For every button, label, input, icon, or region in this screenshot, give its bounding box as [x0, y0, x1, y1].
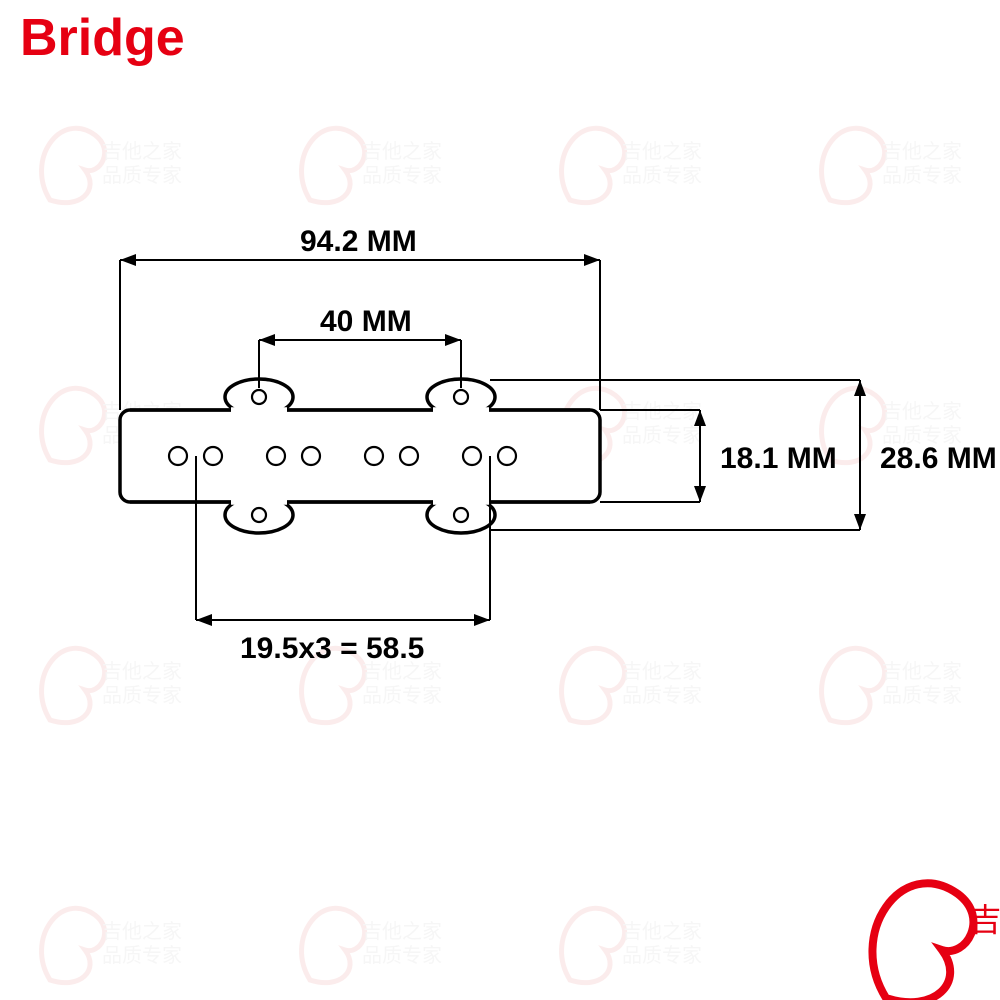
svg-text:品质专家: 品质专家 — [622, 944, 702, 967]
dim-tab-spacing: 40 MM — [320, 305, 412, 339]
dim-overall-width: 94.2 MM — [300, 225, 417, 259]
svg-text:吉他之家: 吉他之家 — [882, 140, 962, 163]
svg-text:吉他之家: 吉他之家 — [622, 660, 702, 683]
svg-text:品质专家: 品质专家 — [362, 944, 442, 967]
svg-text:吉他: 吉他 — [969, 902, 1000, 938]
svg-text:品质专家: 品质专家 — [882, 164, 962, 187]
svg-text:品质专家: 品质专家 — [622, 424, 702, 447]
svg-text:吉他之家: 吉他之家 — [102, 660, 182, 683]
svg-text:吉他之家: 吉他之家 — [102, 140, 182, 163]
svg-text:品质专家: 品质专家 — [102, 164, 182, 187]
svg-text:品质专家: 品质专家 — [102, 944, 182, 967]
svg-text:吉他之家: 吉他之家 — [882, 400, 962, 423]
svg-text:吉他之家: 吉他之家 — [622, 920, 702, 943]
svg-text:品质专家: 品质专家 — [362, 164, 442, 187]
dim-body-height: 18.1 MM — [720, 442, 837, 476]
svg-text:品质专家: 品质专家 — [102, 684, 182, 707]
dim-pole-span: 19.5x3 = 58.5 — [240, 632, 424, 666]
dim-overall-height: 28.6 MM — [880, 442, 997, 476]
svg-text:品质专家: 品质专家 — [622, 684, 702, 707]
svg-text:吉他之家: 吉他之家 — [102, 920, 182, 943]
svg-text:品质专家: 品质专家 — [622, 164, 702, 187]
svg-text:品质专家: 品质专家 — [362, 684, 442, 707]
svg-text:吉他之家: 吉他之家 — [622, 140, 702, 163]
pickup-diagram: 吉他之家品质专家吉他之家品质专家吉他之家品质专家吉他之家品质专家吉他之家品质专家… — [0, 0, 1000, 1000]
svg-text:吉他之家: 吉他之家 — [882, 660, 962, 683]
svg-text:吉他之家: 吉他之家 — [362, 140, 442, 163]
svg-text:吉他之家: 吉他之家 — [622, 400, 702, 423]
svg-text:吉他之家: 吉他之家 — [362, 920, 442, 943]
svg-text:品质专家: 品质专家 — [882, 684, 962, 707]
